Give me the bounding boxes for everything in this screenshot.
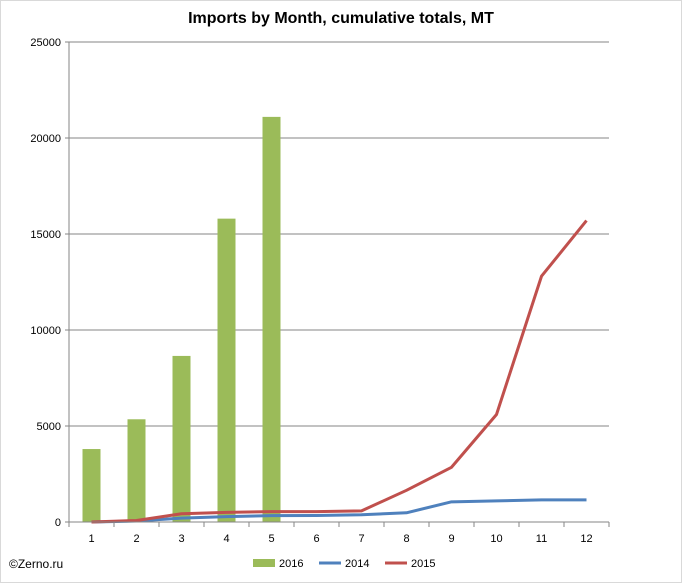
- x-tick-label: 2: [133, 533, 139, 545]
- x-tick-label: 10: [490, 533, 502, 545]
- y-tick-label: 10000: [30, 325, 61, 337]
- y-tick-label: 0: [55, 517, 61, 529]
- x-tick-label: 9: [448, 533, 454, 545]
- x-tick-label: 4: [223, 533, 229, 545]
- x-tick-label: 11: [536, 533, 547, 545]
- x-tick-label: 8: [403, 533, 409, 545]
- line-2015: [91, 219, 588, 524]
- y-tick-label: 25000: [30, 37, 61, 49]
- x-tick-label: 12: [580, 533, 592, 545]
- legend-swatch-2016: [253, 559, 275, 567]
- bar-2016: [217, 218, 236, 522]
- y-tick-label: 20000: [30, 133, 61, 145]
- bar-2016: [262, 116, 281, 522]
- y-tick-label: 5000: [37, 421, 61, 433]
- chart-title: Imports by Month, cumulative totals, MT: [188, 10, 494, 27]
- copyright-text: ©Zerno.ru: [9, 557, 64, 571]
- line-2014: [91, 498, 587, 524]
- bar-2016: [127, 419, 146, 522]
- legend-label-2015: 2015: [411, 558, 435, 570]
- legend-label-2016: 2016: [279, 558, 303, 570]
- x-tick-label: 1: [88, 533, 94, 545]
- bar-2016: [172, 355, 191, 522]
- legend-label-2014: 2014: [345, 558, 369, 570]
- x-tick-label: 3: [178, 533, 184, 545]
- x-tick-label: 7: [358, 533, 364, 545]
- x-tick-label: 5: [268, 533, 274, 545]
- x-tick-label: 6: [313, 533, 319, 545]
- y-tick-label: 15000: [30, 229, 61, 241]
- bar-2016: [82, 449, 101, 522]
